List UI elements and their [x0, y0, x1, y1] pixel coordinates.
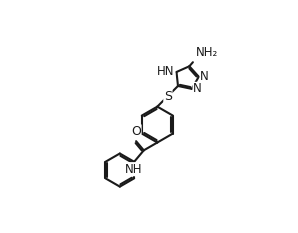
Text: HN: HN — [157, 65, 175, 78]
Text: S: S — [164, 89, 172, 103]
Text: N: N — [200, 70, 209, 83]
Text: N: N — [193, 82, 202, 95]
Text: NH₂: NH₂ — [196, 46, 218, 59]
Text: O: O — [131, 125, 141, 138]
Text: NH: NH — [125, 163, 142, 176]
